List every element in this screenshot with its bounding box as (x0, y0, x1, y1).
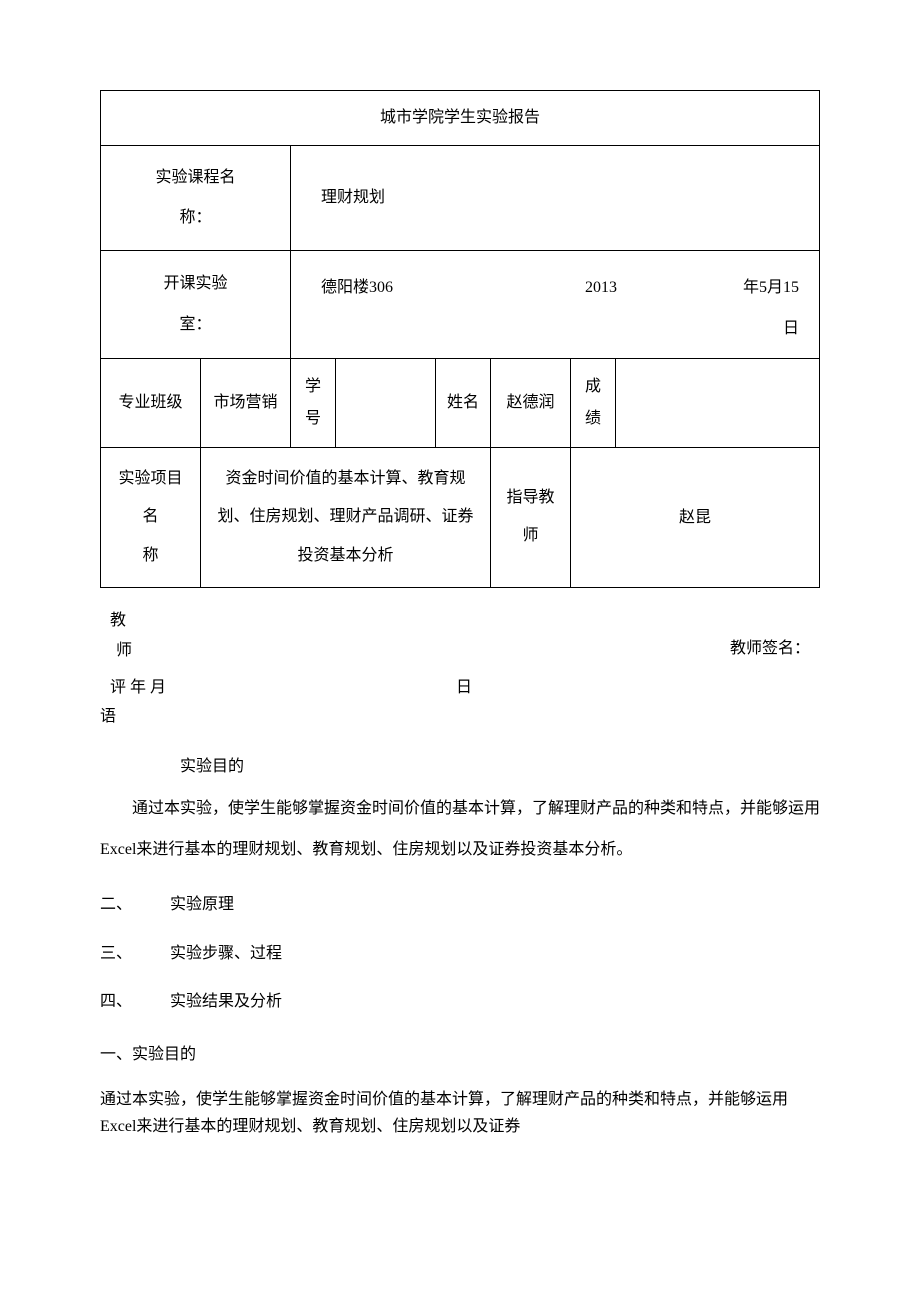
teacher-date-line: 评 年 月 日 (100, 675, 820, 701)
score-value (616, 358, 820, 447)
course-value: 理财规划 (291, 145, 820, 250)
lab-room: 德阳楼306 (321, 267, 501, 309)
major-label: 专业班级 (101, 358, 201, 447)
project-label: 实验项目名 称 (101, 447, 201, 587)
score-label: 成绩 (571, 358, 616, 447)
item-label: 实验结果及分析 (170, 993, 282, 1010)
report-table: 城市学院学生实验报告 实验课程名 称： 理财规划 开课实验 室： 德阳楼306 … (100, 90, 820, 588)
list-item: 四、 实验结果及分析 (100, 988, 820, 1017)
lab-label: 开课实验 室： (101, 250, 291, 358)
teacher-signature-area: 教 师 教师签名： (100, 606, 820, 667)
name-value: 赵德润 (491, 358, 571, 447)
student-no-label: 学号 (291, 358, 336, 447)
lab-info: 德阳楼306 2013 年5月15 日 (291, 250, 820, 358)
table-title: 城市学院学生实验报告 (101, 91, 820, 146)
section1-title: 实验目的 (100, 754, 820, 780)
project-value: 资金时间价值的基本计算、教育规划、住房规划、理财产品调研、证券投资基本分析 (201, 447, 491, 587)
bottom-section-title: 一、实验目的 (100, 1041, 820, 1070)
list-item: 三、 实验步骤、过程 (100, 940, 820, 969)
name-label: 姓名 (436, 358, 491, 447)
instructor-value: 赵昆 (571, 447, 820, 587)
lab-year: 2013 (501, 267, 701, 309)
list-item: 二、 实验原理 (100, 891, 820, 920)
instructor-label: 指导教 师 (491, 447, 571, 587)
course-label: 实验课程名 称： (101, 145, 291, 250)
item-label: 实验步骤、过程 (170, 945, 282, 962)
lab-date: 年5月15 日 (701, 267, 809, 350)
item-label: 实验原理 (170, 896, 234, 913)
item-num: 四、 (100, 993, 132, 1010)
major-value: 市场营销 (201, 358, 291, 447)
item-num: 三、 (100, 945, 132, 962)
teacher-char-2: 师 (110, 636, 132, 666)
teacher-signature-label: 教师签名： (730, 636, 810, 667)
student-no-value (336, 358, 436, 447)
section1-text: 通过本实验，使学生能够掌握资金时间价值的基本计算，了解理财产品的种类和特点，并能… (100, 788, 820, 871)
comment-year-month: 评 年 月 (110, 675, 166, 701)
item-num: 二、 (100, 896, 132, 913)
comment-day: 日 (456, 675, 472, 701)
comment-bottom: 语 (100, 704, 820, 730)
teacher-char-1: 教 (110, 606, 132, 636)
bottom-section-text: 通过本实验，使学生能够掌握资金时间价值的基本计算，了解理财产品的种类和特点，并能… (100, 1086, 820, 1140)
outline-list: 二、 实验原理 三、 实验步骤、过程 四、 实验结果及分析 (100, 891, 820, 1017)
